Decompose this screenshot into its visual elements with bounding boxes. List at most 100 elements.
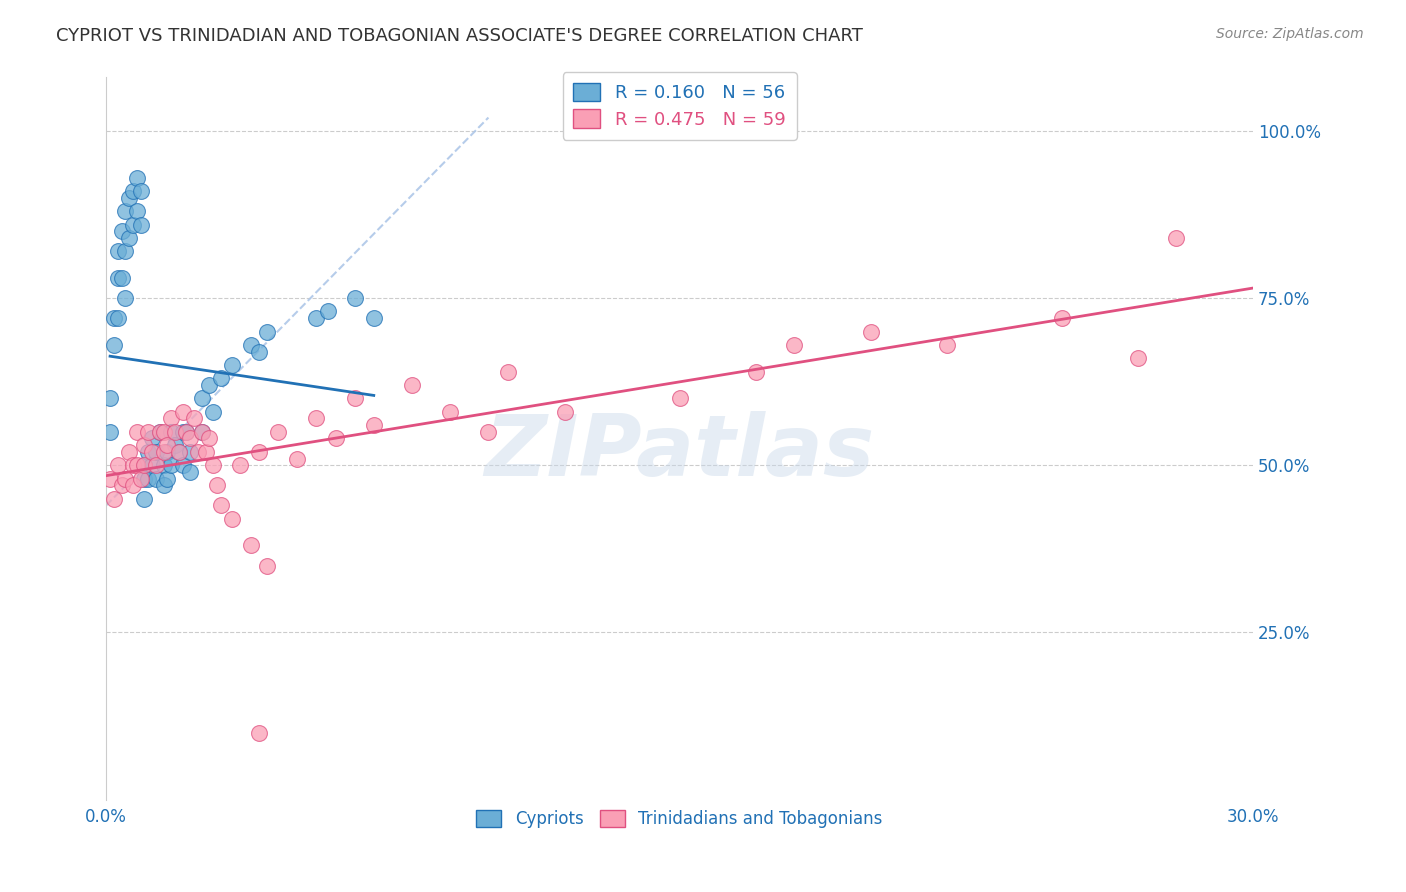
Point xyxy=(98,472,121,486)
Point xyxy=(134,458,156,473)
Point xyxy=(172,458,194,473)
Point xyxy=(141,445,163,459)
Point xyxy=(191,392,214,406)
Point xyxy=(125,425,148,439)
Point xyxy=(107,311,129,326)
Point xyxy=(145,472,167,486)
Point xyxy=(160,458,183,473)
Point xyxy=(114,291,136,305)
Point xyxy=(118,445,141,459)
Point xyxy=(176,425,198,439)
Point xyxy=(156,472,179,486)
Point xyxy=(163,438,186,452)
Point xyxy=(247,725,270,739)
Point xyxy=(221,512,243,526)
Point xyxy=(202,458,225,473)
Point xyxy=(103,311,125,326)
Point xyxy=(152,445,174,459)
Point xyxy=(134,458,156,473)
Point xyxy=(305,411,328,425)
Point xyxy=(179,465,201,479)
Point xyxy=(267,425,290,439)
Point xyxy=(110,224,132,238)
Point xyxy=(118,191,141,205)
Point xyxy=(160,425,183,439)
Point xyxy=(198,432,221,446)
Point xyxy=(183,411,205,425)
Point xyxy=(256,325,278,339)
Point xyxy=(172,405,194,419)
Point xyxy=(107,244,129,259)
Point xyxy=(110,271,132,285)
Point xyxy=(122,478,145,492)
Point xyxy=(129,218,152,232)
Point xyxy=(209,371,232,385)
Point xyxy=(98,425,121,439)
Point xyxy=(141,432,163,446)
Point xyxy=(343,392,366,406)
Point xyxy=(167,445,190,459)
Point xyxy=(363,311,385,326)
Point xyxy=(163,425,186,439)
Point xyxy=(114,472,136,486)
Point xyxy=(136,425,159,439)
Point xyxy=(122,458,145,473)
Point xyxy=(240,538,263,552)
Point xyxy=(125,458,148,473)
Point xyxy=(134,438,156,452)
Point xyxy=(191,425,214,439)
Point xyxy=(496,365,519,379)
Point xyxy=(114,204,136,219)
Point xyxy=(202,405,225,419)
Point xyxy=(114,244,136,259)
Point xyxy=(1166,231,1188,245)
Point xyxy=(129,472,152,486)
Point xyxy=(209,499,232,513)
Point xyxy=(122,218,145,232)
Point xyxy=(156,438,179,452)
Point xyxy=(107,458,129,473)
Point xyxy=(156,445,179,459)
Point xyxy=(745,365,768,379)
Point xyxy=(107,271,129,285)
Point xyxy=(110,478,132,492)
Point xyxy=(194,445,217,459)
Point xyxy=(149,425,172,439)
Point xyxy=(305,311,328,326)
Point xyxy=(343,291,366,305)
Point xyxy=(285,451,308,466)
Point xyxy=(98,392,121,406)
Point xyxy=(125,170,148,185)
Point xyxy=(179,432,201,446)
Point xyxy=(176,425,198,439)
Point xyxy=(187,445,209,459)
Point xyxy=(179,445,201,459)
Point xyxy=(172,425,194,439)
Point xyxy=(247,445,270,459)
Point xyxy=(134,491,156,506)
Point xyxy=(145,445,167,459)
Point xyxy=(325,432,347,446)
Point xyxy=(1128,351,1150,366)
Point xyxy=(191,425,214,439)
Point xyxy=(160,411,183,425)
Point xyxy=(316,304,339,318)
Point xyxy=(247,344,270,359)
Point xyxy=(152,458,174,473)
Point xyxy=(125,204,148,219)
Text: Source: ZipAtlas.com: Source: ZipAtlas.com xyxy=(1216,27,1364,41)
Point xyxy=(936,338,959,352)
Point xyxy=(221,358,243,372)
Point xyxy=(129,184,152,198)
Point xyxy=(118,231,141,245)
Point xyxy=(136,445,159,459)
Point xyxy=(439,405,461,419)
Point xyxy=(477,425,499,439)
Point xyxy=(103,491,125,506)
Point xyxy=(122,184,145,198)
Point xyxy=(229,458,252,473)
Text: CYPRIOT VS TRINIDADIAN AND TOBAGONIAN ASSOCIATE'S DEGREE CORRELATION CHART: CYPRIOT VS TRINIDADIAN AND TOBAGONIAN AS… xyxy=(56,27,863,45)
Point xyxy=(401,378,423,392)
Point xyxy=(240,338,263,352)
Legend: Cypriots, Trinidadians and Tobagonians: Cypriots, Trinidadians and Tobagonians xyxy=(470,803,890,835)
